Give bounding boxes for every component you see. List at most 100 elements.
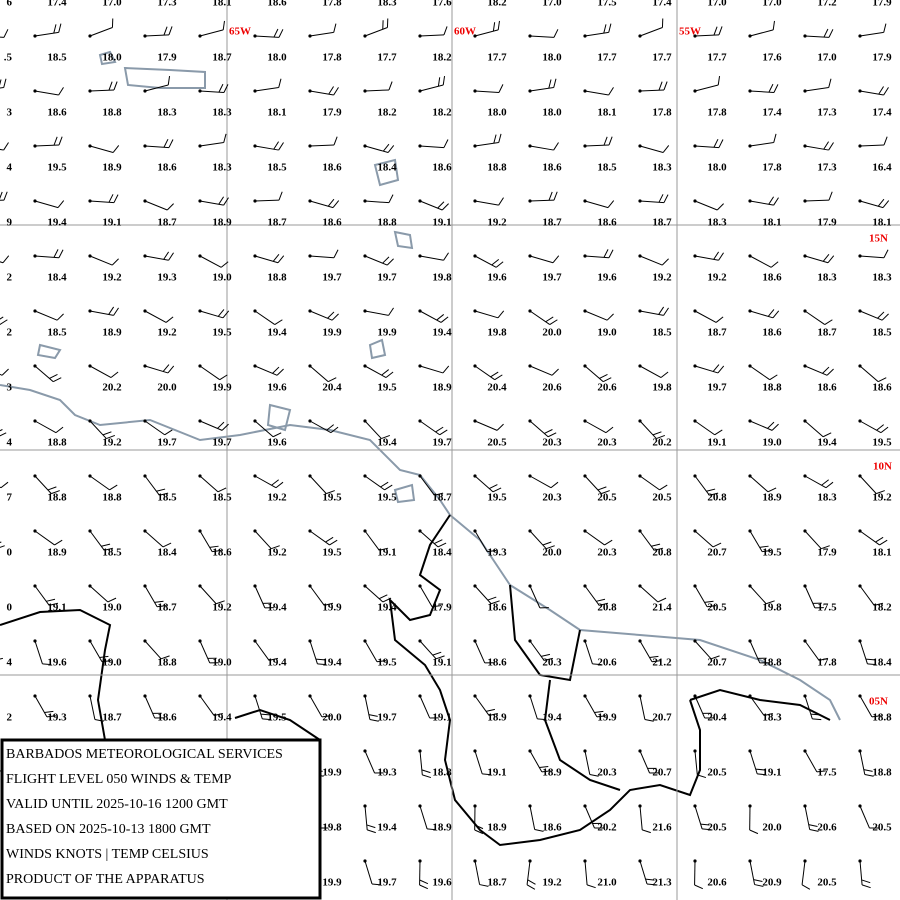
barb-feather <box>274 319 283 326</box>
barb-feather <box>543 657 553 661</box>
barb-feather <box>828 191 833 201</box>
temperature-value: 19.4 <box>432 327 452 339</box>
temperature-value: 18.8 <box>872 712 892 724</box>
barb-station <box>418 254 422 258</box>
barb-staff <box>254 310 276 326</box>
wind-barb <box>858 474 885 495</box>
wind-barb <box>0 429 7 437</box>
barb-staff <box>419 200 443 211</box>
barb-feather <box>878 86 884 95</box>
barb-feather <box>810 713 820 716</box>
wind-barb <box>693 639 720 660</box>
temperature-value: 19.4 <box>267 327 287 339</box>
barb-staff <box>34 585 50 606</box>
wind-barb <box>363 694 379 722</box>
barb-staff <box>34 31 59 37</box>
barb-feather <box>57 200 65 208</box>
info-line: FLIGHT LEVEL 050 WINDS & TEMP <box>6 772 232 787</box>
barb-staff <box>584 860 588 885</box>
barb-feather <box>2 255 10 264</box>
barb-staff <box>859 750 866 775</box>
temperature-value: 19.2 <box>707 272 727 284</box>
barb-feather <box>659 484 668 491</box>
temperature-value: 20.5 <box>652 492 672 504</box>
wind-barb <box>198 474 227 493</box>
wind-barb <box>528 639 553 661</box>
wind-barb <box>693 199 724 211</box>
wind-barb <box>858 749 874 777</box>
temperature-value: 19.1 <box>377 547 396 559</box>
barb-feather <box>597 486 607 491</box>
barb-staff <box>254 420 274 438</box>
wind-barb <box>748 804 759 835</box>
barb-feather <box>551 368 559 376</box>
wind-barb <box>748 749 767 776</box>
wind-barb <box>748 584 775 605</box>
wind-barb <box>143 694 164 719</box>
barb-feather <box>542 541 552 546</box>
temperature-value: 18.6 <box>157 712 177 724</box>
temperature-value: 19.5 <box>212 327 232 339</box>
temperature-value: 18.4 <box>432 547 452 559</box>
temperature-value: 18.4 <box>157 547 177 559</box>
barb-feather <box>658 306 665 315</box>
barb-feather <box>46 598 56 602</box>
barb-feather <box>328 86 334 95</box>
barb-staff <box>364 89 389 92</box>
wind-barb <box>308 23 337 38</box>
barb-staff <box>859 860 863 885</box>
wind-barb <box>583 249 614 259</box>
wind-barb <box>363 307 394 316</box>
wind-barb <box>88 419 115 440</box>
wind-barb <box>638 144 670 153</box>
barb-staff <box>364 640 378 663</box>
wind-barb <box>88 81 118 93</box>
wind-barb <box>308 136 338 148</box>
edge-temperature-fragment: 2 <box>7 327 13 339</box>
barb-feather <box>704 600 714 603</box>
barb-staff <box>474 365 496 381</box>
barb-feather <box>217 421 225 429</box>
barb-staff <box>199 200 224 206</box>
temperature-value: 20.9 <box>762 877 782 889</box>
temperature-value: 19.1 <box>432 657 451 669</box>
barb-staff <box>694 34 719 37</box>
temperature-value: 19.9 <box>377 327 397 339</box>
barb-feather <box>0 191 3 200</box>
wind-barb <box>253 529 280 550</box>
temperature-value: 19.8 <box>432 272 452 284</box>
wind-barb <box>143 309 174 323</box>
barb-feather <box>822 366 830 374</box>
barb-feather <box>539 766 549 769</box>
barb-feather <box>749 829 759 835</box>
barb-staff <box>144 640 162 660</box>
barb-feather <box>603 136 608 146</box>
temperature-value: 19.1 <box>707 437 726 449</box>
barb-feather <box>220 261 229 268</box>
barb-feather <box>818 657 828 661</box>
barb-feather <box>549 319 558 326</box>
wind-barb <box>748 419 779 431</box>
barb-feather <box>552 255 560 264</box>
wind-barb <box>198 196 229 206</box>
temperature-value: 19.5 <box>322 547 342 559</box>
barb-staff <box>804 35 829 38</box>
temperature-value: 19.3 <box>47 712 67 724</box>
barb-staff <box>0 486 2 489</box>
barb-feather <box>657 597 667 603</box>
wind-barb <box>473 639 494 664</box>
barb-feather <box>547 432 557 438</box>
barb-staff <box>804 585 816 609</box>
temperature-value: 18.3 <box>652 162 672 174</box>
barb-staff <box>694 530 714 548</box>
barb-staff <box>749 90 774 93</box>
wind-barb <box>363 81 393 93</box>
barb-staff <box>89 585 109 603</box>
barb-staff <box>34 420 57 434</box>
wind-barb <box>363 364 394 378</box>
barb-feather <box>526 884 536 890</box>
barb-feather <box>606 313 614 321</box>
temperature-value: 18.7 <box>212 52 232 64</box>
wind-barb <box>638 306 669 316</box>
